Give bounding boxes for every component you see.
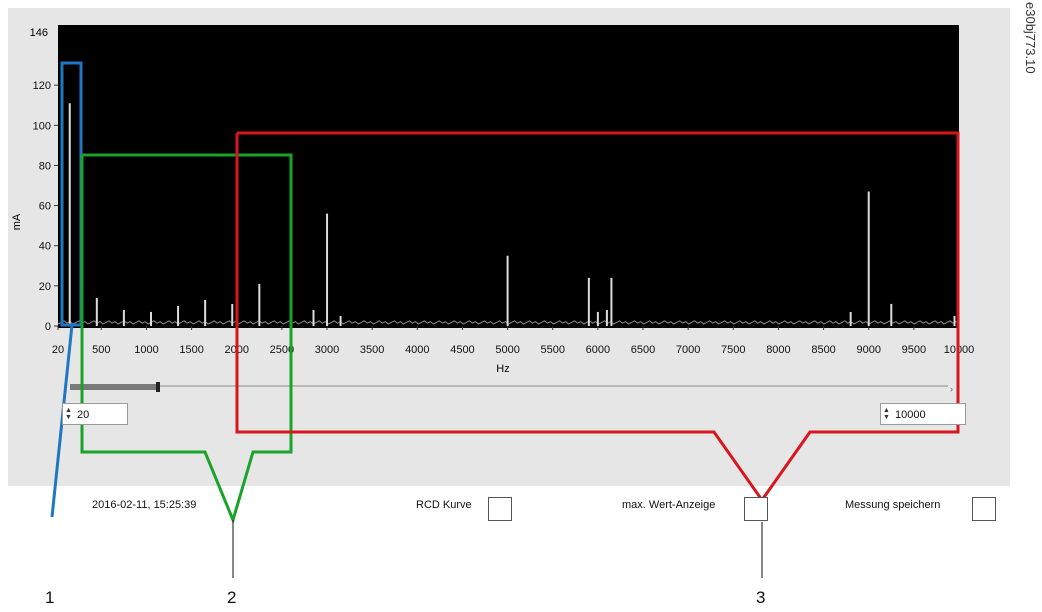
x-tick-label: 1500: [179, 344, 203, 356]
y-tick-label: 100: [33, 120, 51, 132]
x-tick-label: 500: [92, 344, 110, 356]
y-tick-label: 40: [39, 241, 51, 253]
y-tick-label: 20: [39, 281, 51, 293]
x-tick-label: 7500: [721, 344, 745, 356]
x-min-value: 20: [77, 409, 90, 421]
figure-id: e30bj773.10: [1023, 2, 1038, 74]
y-tick-label: 60: [39, 201, 51, 213]
x-tick-label: 3000: [315, 344, 339, 356]
x-tick-label: 5000: [495, 344, 519, 356]
callout-3-bracket: [235, 131, 960, 503]
callout-label-3: 3: [756, 588, 766, 607]
x-axis-label: Hz: [496, 363, 509, 375]
x-tick-label: 1000: [134, 344, 158, 356]
x-max-spinner-icon[interactable]: ▲ ▼: [883, 407, 890, 421]
x-tick-label: 7000: [676, 344, 700, 356]
x-tick-label: 8500: [811, 344, 835, 356]
x-tick-label: 2500: [270, 344, 294, 356]
timestamp: 2016-02-11, 15:25:39: [92, 499, 197, 511]
y-tick-label: 80: [39, 160, 51, 172]
slider-range[interactable]: [70, 384, 158, 390]
max-value-label: max. Wert-Anzeige: [622, 499, 716, 511]
x-max-value: 10000: [895, 409, 926, 421]
callout-2-bracket: [80, 153, 293, 525]
y-axis-label: mA: [11, 213, 23, 230]
callout-label-2: 2: [227, 588, 237, 607]
max-value-checkbox[interactable]: [744, 497, 768, 521]
x-tick-label: 5500: [540, 344, 564, 356]
x-min-input[interactable]: ▲ ▼ 20: [62, 403, 128, 425]
x-tick-label: 9500: [902, 344, 926, 356]
x-tick-label: 20: [52, 344, 64, 356]
save-measurement-label: Messung speichern: [845, 499, 941, 511]
slider-end-arrow[interactable]: ›: [950, 384, 953, 394]
x-max-input[interactable]: ▲ ▼ 10000: [880, 403, 966, 425]
callout-label-1: 1: [45, 588, 55, 607]
rcd-curve-label: RCD Kurve: [416, 499, 472, 511]
x-tick-label: 3500: [360, 344, 384, 356]
save-measurement-checkbox[interactable]: [972, 497, 996, 521]
y-tick-label: 0: [45, 321, 51, 333]
x-tick-label: 6500: [631, 344, 655, 356]
y-top-label: 146: [30, 27, 48, 39]
rcd-curve-checkbox[interactable]: [488, 497, 512, 521]
x-tick-label: 6000: [586, 344, 610, 356]
y-tick-label: 120: [33, 80, 51, 92]
x-min-spinner-icon[interactable]: ▲ ▼: [65, 407, 72, 421]
slider-handle[interactable]: [156, 382, 160, 392]
x-tick-label: 9000: [856, 344, 880, 356]
x-tick-label: 4500: [450, 344, 474, 356]
x-tick-label: 8000: [766, 344, 790, 356]
x-tick-label: 4000: [405, 344, 429, 356]
